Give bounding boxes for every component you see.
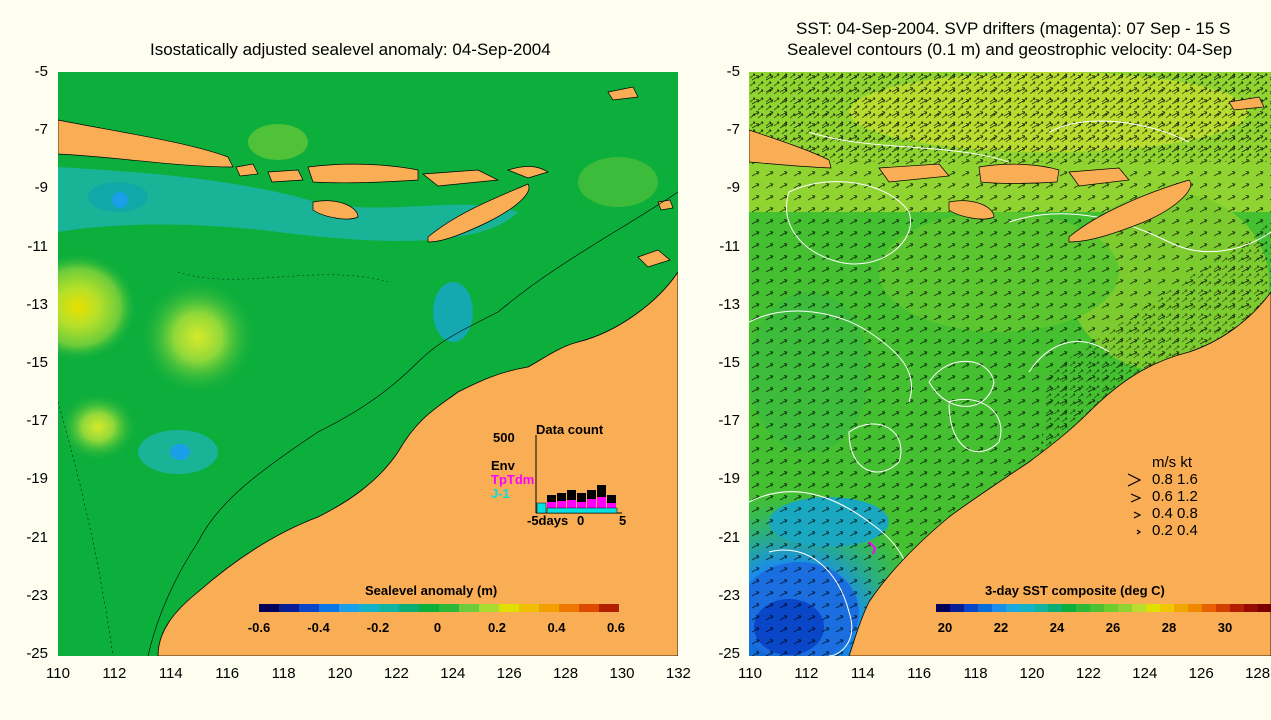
inset-histogram [535,435,622,514]
right-colorbar-label: 28 [1161,620,1177,635]
right-colorbar [936,604,1271,612]
right-x-tick: 124 [1132,665,1158,682]
left-colorbar-label: -0.2 [366,620,390,635]
left-colorbar-label: 0 [433,620,442,635]
inset-xlabel-end: 5 [619,513,627,528]
left-colorbar-title: Sealevel anomaly (m) [365,583,498,598]
right-colorbar-title: 3-day SST composite (deg C) [985,583,1165,598]
velocity-legend-row-2: 0.6 1.2 [1152,488,1198,505]
left-x-tick: 112 [102,665,127,682]
left-x-tick: 128 [553,665,579,682]
inset-title: Data count [536,422,604,437]
left-x-tick: 130 [609,665,635,682]
velocity-legend-row-3: 0.4 0.8 [1152,505,1198,522]
left-x-tick: 110 [46,665,70,682]
right-map-title-line2: Sealevel contours (0.1 m) and geostrophi… [787,40,1233,59]
right-y-tick: -21 [718,528,740,546]
left-colorbar-label: -0.6 [247,620,271,635]
right-map-title-line1: SST: 04-Sep-2004. SVP drifters (magenta)… [796,19,1231,38]
left-x-tick: 118 [271,665,296,682]
left-x-tick: 132 [665,665,691,682]
velocity-legend-row-4: 0.2 0.4 [1152,522,1198,539]
left-y-tick: -11 [27,237,48,255]
left-colorbar-label: 0.6 [606,620,626,635]
left-x-tick: 124 [440,665,466,682]
velocity-legend-row-1: 0.8 1.6 [1152,471,1198,488]
right-y-tick: -13 [718,295,740,313]
right-x-tick: 110 [738,665,762,682]
right-y-tick: -23 [718,586,740,604]
left-y-tick: -5 [34,63,48,80]
left-map [58,72,678,656]
velocity-legend-header: m/s kt [1152,454,1192,471]
left-x-tick: 116 [215,665,240,682]
left-x-tick: 126 [496,665,522,682]
right-y-tick: -15 [718,354,740,371]
right-x-tick: 118 [963,665,988,682]
inset-ylabel: 500 [493,430,515,445]
inset-series-env: Env [491,458,515,473]
velocity-legend-arrows [1127,473,1142,535]
left-colorbar-label: 0.4 [547,620,566,635]
right-x-tick: 122 [1075,665,1101,682]
right-colorbar-label: 20 [937,620,953,635]
inset-bars [536,485,618,514]
left-y-tick: -17 [26,412,48,430]
right-map [749,72,1271,656]
right-y-tick: -17 [718,412,740,430]
right-y-tick: -5 [726,63,740,80]
left-x-tick: 120 [327,665,353,682]
left-colorbar-label: -0.4 [307,620,330,635]
left-map-title: Isostatically adjusted sealevel anomaly:… [150,40,551,59]
inset-series-j1: J-1 [491,486,510,501]
inset-xlabel-start: -5days [527,513,569,528]
left-x-tick: 122 [383,665,409,682]
right-x-tick: 128 [1245,665,1271,682]
right-x-tick: 114 [850,665,875,682]
right-x-tick: 116 [907,665,932,682]
left-y-tick: -19 [26,470,48,488]
right-x-tick: 120 [1019,665,1045,682]
left-y-tick: -21 [26,528,48,546]
right-colorbar-label: 22 [993,620,1009,635]
left-y-tick: -7 [34,121,48,139]
left-y-tick: -25 [26,645,48,662]
right-y-tick: -19 [718,470,740,488]
right-colorbar-label: 24 [1049,620,1065,635]
right-y-tick: -9 [726,179,740,197]
right-y-tick: -11 [719,237,740,255]
left-y-tick: -23 [26,586,48,604]
left-y-tick: -15 [26,354,48,371]
right-y-tick: -25 [718,645,740,662]
left-colorbar-label: 0.2 [487,620,507,635]
right-x-tick: 126 [1188,665,1214,682]
left-x-tick: 114 [158,665,183,682]
inset-xlabel-zero: 0 [577,513,585,528]
left-y-tick: -9 [34,179,48,197]
right-colorbar-label: 26 [1105,620,1121,635]
left-y-tick: -13 [26,295,48,313]
left-colorbar [259,604,619,612]
inset-series-tptdm: TpTdm [491,472,535,487]
right-y-tick: -7 [726,121,740,139]
right-x-tick: 112 [794,665,819,682]
right-colorbar-label: 30 [1217,620,1233,635]
